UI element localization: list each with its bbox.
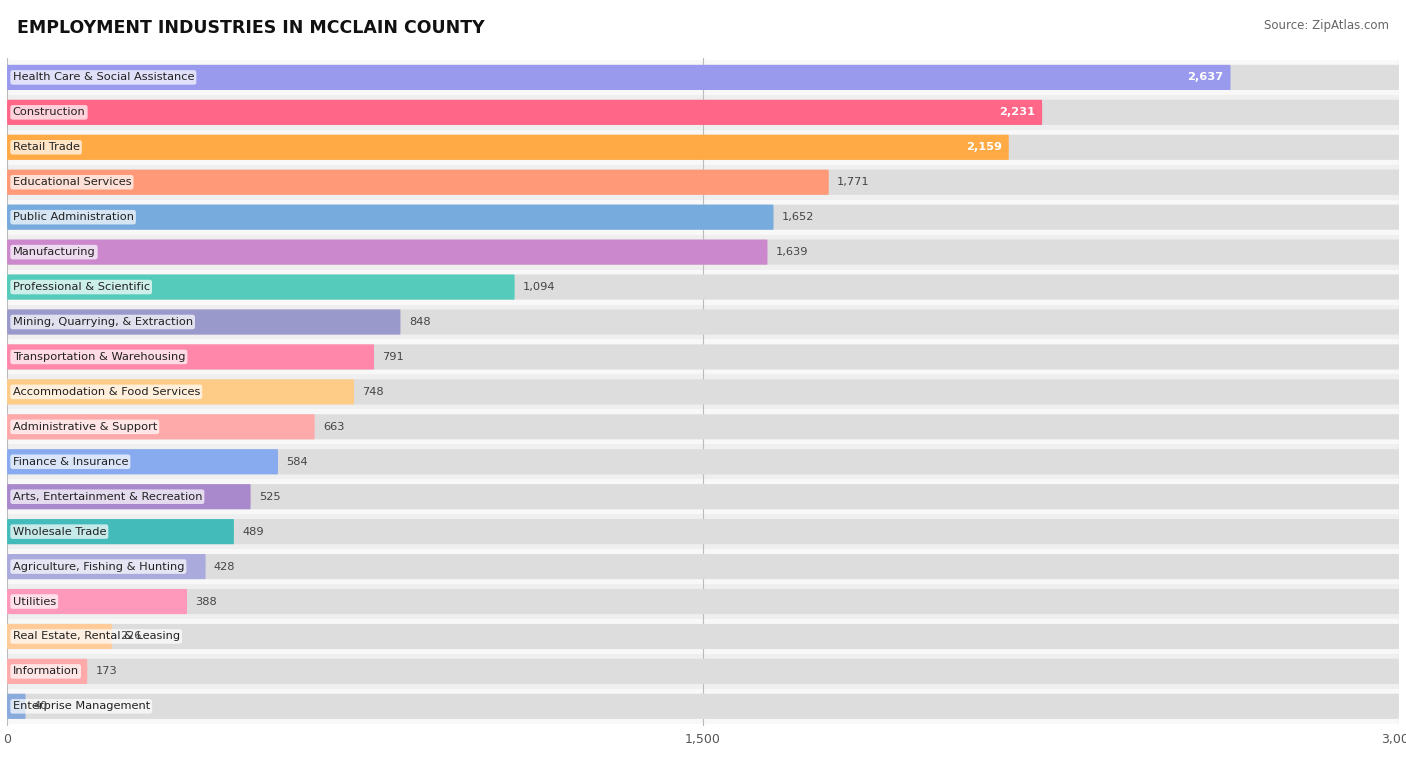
FancyBboxPatch shape xyxy=(7,414,315,439)
FancyBboxPatch shape xyxy=(7,379,1399,404)
Text: 489: 489 xyxy=(242,527,264,537)
FancyBboxPatch shape xyxy=(7,449,278,474)
FancyBboxPatch shape xyxy=(7,100,1399,125)
Bar xyxy=(7,549,1399,584)
FancyBboxPatch shape xyxy=(7,345,374,369)
Text: Administrative & Support: Administrative & Support xyxy=(13,422,157,431)
Text: 1,652: 1,652 xyxy=(782,212,814,222)
Text: 2,231: 2,231 xyxy=(1000,107,1035,117)
Bar xyxy=(7,445,1399,480)
Bar xyxy=(7,619,1399,654)
FancyBboxPatch shape xyxy=(7,170,1399,195)
Text: 663: 663 xyxy=(323,422,344,431)
Text: Wholesale Trade: Wholesale Trade xyxy=(13,527,105,537)
Text: Retail Trade: Retail Trade xyxy=(13,142,80,152)
Text: Arts, Entertainment & Recreation: Arts, Entertainment & Recreation xyxy=(13,492,202,502)
Text: Finance & Insurance: Finance & Insurance xyxy=(13,457,128,466)
Bar xyxy=(7,130,1399,165)
Bar xyxy=(7,165,1399,199)
Text: 1,639: 1,639 xyxy=(776,247,808,257)
Text: 791: 791 xyxy=(382,352,404,362)
FancyBboxPatch shape xyxy=(7,170,828,195)
Bar xyxy=(7,374,1399,410)
FancyBboxPatch shape xyxy=(7,484,1399,509)
Bar xyxy=(7,514,1399,549)
FancyBboxPatch shape xyxy=(7,310,1399,334)
Bar xyxy=(7,304,1399,339)
FancyBboxPatch shape xyxy=(7,449,1399,474)
Bar xyxy=(7,654,1399,689)
Text: Transportation & Warehousing: Transportation & Warehousing xyxy=(13,352,186,362)
Bar xyxy=(7,689,1399,724)
FancyBboxPatch shape xyxy=(7,659,1399,684)
Bar xyxy=(7,60,1399,95)
FancyBboxPatch shape xyxy=(7,135,1008,160)
Text: Accommodation & Food Services: Accommodation & Food Services xyxy=(13,387,200,397)
FancyBboxPatch shape xyxy=(7,624,112,649)
Text: Manufacturing: Manufacturing xyxy=(13,247,96,257)
FancyBboxPatch shape xyxy=(7,205,773,230)
Text: Real Estate, Rental & Leasing: Real Estate, Rental & Leasing xyxy=(13,632,180,642)
Text: 40: 40 xyxy=(34,702,48,712)
FancyBboxPatch shape xyxy=(7,414,1399,439)
FancyBboxPatch shape xyxy=(7,484,250,509)
FancyBboxPatch shape xyxy=(7,310,401,334)
Bar xyxy=(7,480,1399,514)
FancyBboxPatch shape xyxy=(7,275,515,300)
FancyBboxPatch shape xyxy=(7,589,1399,614)
FancyBboxPatch shape xyxy=(7,519,1399,544)
Text: 525: 525 xyxy=(259,492,281,502)
FancyBboxPatch shape xyxy=(7,554,205,579)
Bar xyxy=(7,339,1399,374)
Text: 1,771: 1,771 xyxy=(837,177,870,187)
Bar xyxy=(7,269,1399,304)
Text: 848: 848 xyxy=(409,317,430,327)
FancyBboxPatch shape xyxy=(7,694,1399,719)
FancyBboxPatch shape xyxy=(7,240,1399,265)
Text: 388: 388 xyxy=(195,597,217,607)
FancyBboxPatch shape xyxy=(7,694,25,719)
Text: Utilities: Utilities xyxy=(13,597,56,607)
FancyBboxPatch shape xyxy=(7,65,1399,90)
Text: Information: Information xyxy=(13,667,79,677)
FancyBboxPatch shape xyxy=(7,135,1399,160)
Text: 428: 428 xyxy=(214,562,235,572)
Text: Agriculture, Fishing & Hunting: Agriculture, Fishing & Hunting xyxy=(13,562,184,572)
FancyBboxPatch shape xyxy=(7,624,1399,649)
Text: Professional & Scientific: Professional & Scientific xyxy=(13,282,149,292)
FancyBboxPatch shape xyxy=(7,589,187,614)
Text: 226: 226 xyxy=(121,632,142,642)
Text: Health Care & Social Assistance: Health Care & Social Assistance xyxy=(13,72,194,82)
FancyBboxPatch shape xyxy=(7,379,354,404)
FancyBboxPatch shape xyxy=(7,519,233,544)
FancyBboxPatch shape xyxy=(7,65,1230,90)
Bar xyxy=(7,234,1399,269)
FancyBboxPatch shape xyxy=(7,100,1042,125)
Bar xyxy=(7,410,1399,445)
FancyBboxPatch shape xyxy=(7,240,768,265)
FancyBboxPatch shape xyxy=(7,554,1399,579)
Text: Educational Services: Educational Services xyxy=(13,177,131,187)
FancyBboxPatch shape xyxy=(7,205,1399,230)
FancyBboxPatch shape xyxy=(7,345,1399,369)
Text: 2,637: 2,637 xyxy=(1188,72,1223,82)
Text: Enterprise Management: Enterprise Management xyxy=(13,702,150,712)
Text: 748: 748 xyxy=(363,387,384,397)
FancyBboxPatch shape xyxy=(7,659,87,684)
Text: EMPLOYMENT INDUSTRIES IN MCCLAIN COUNTY: EMPLOYMENT INDUSTRIES IN MCCLAIN COUNTY xyxy=(17,19,485,37)
Text: 173: 173 xyxy=(96,667,117,677)
Text: Construction: Construction xyxy=(13,107,86,117)
Text: Mining, Quarrying, & Extraction: Mining, Quarrying, & Extraction xyxy=(13,317,193,327)
Bar xyxy=(7,95,1399,130)
Text: 584: 584 xyxy=(287,457,308,466)
FancyBboxPatch shape xyxy=(7,275,1399,300)
Bar xyxy=(7,199,1399,234)
Text: 1,094: 1,094 xyxy=(523,282,555,292)
Text: Source: ZipAtlas.com: Source: ZipAtlas.com xyxy=(1264,19,1389,33)
Bar xyxy=(7,584,1399,619)
Text: Public Administration: Public Administration xyxy=(13,212,134,222)
Text: 2,159: 2,159 xyxy=(966,142,1002,152)
